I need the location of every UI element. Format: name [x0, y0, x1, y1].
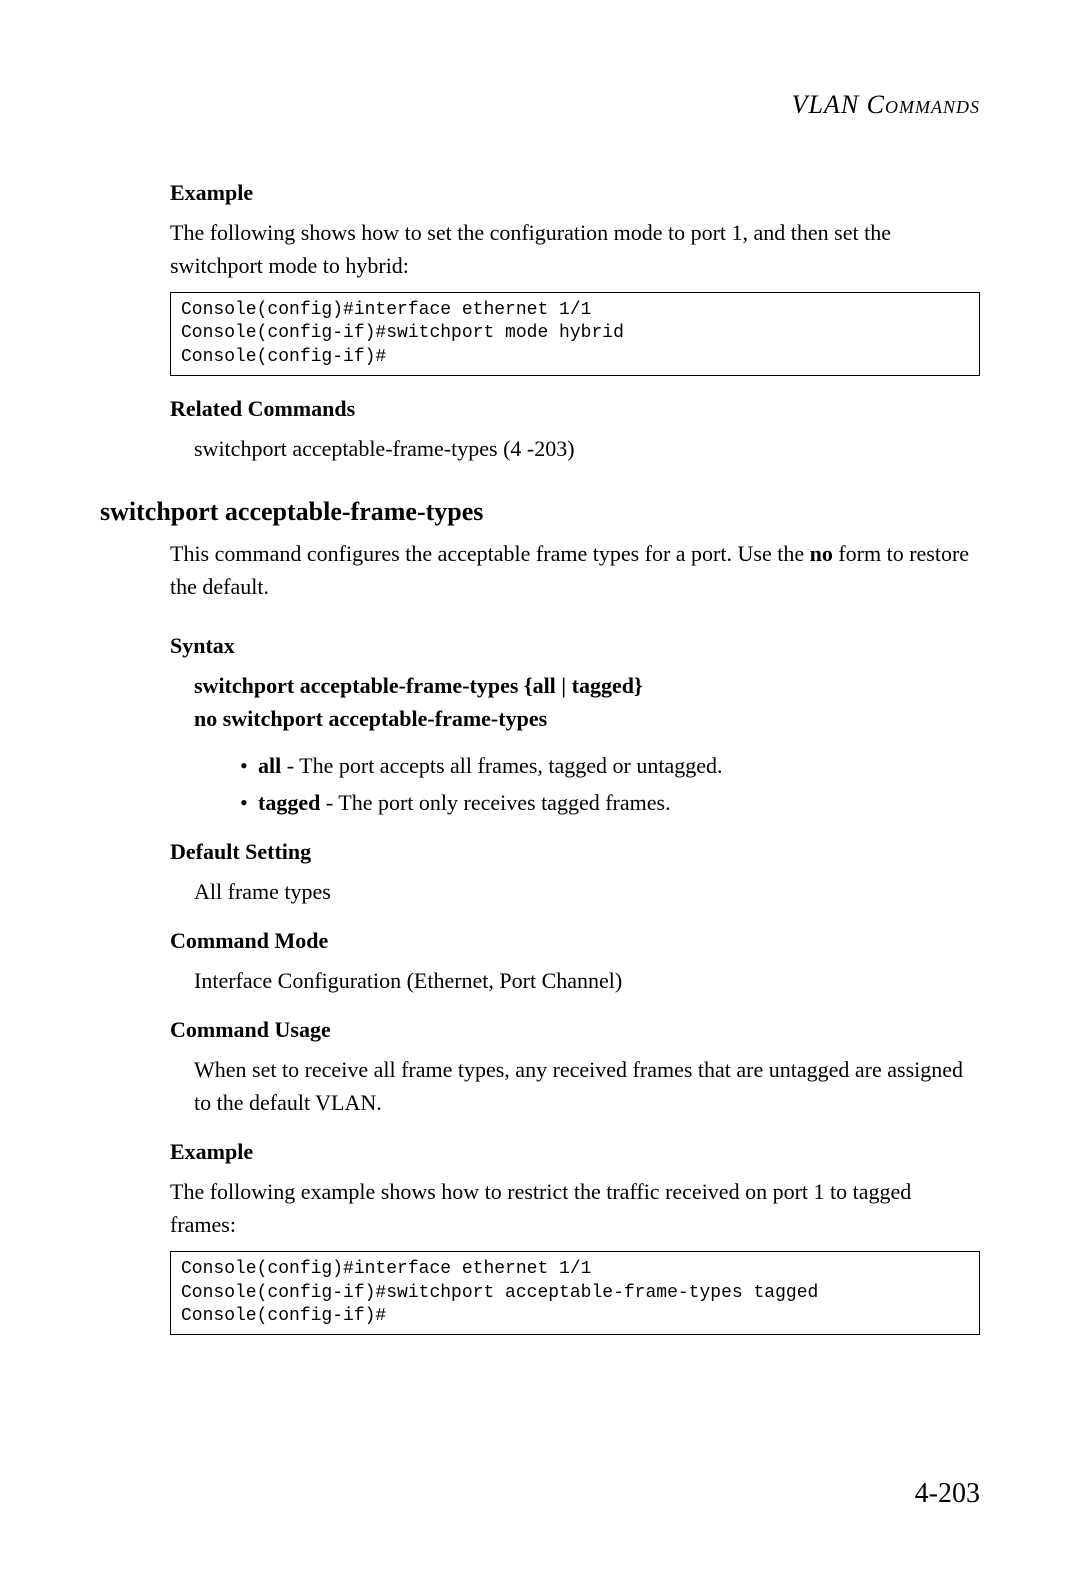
related-commands-heading: Related Commands	[170, 396, 980, 422]
command-title: switchport acceptable-frame-types	[100, 497, 980, 527]
main-content: Example The following shows how to set t…	[100, 180, 980, 1335]
bullet-1-bold: all	[258, 753, 281, 778]
bullet-2-bold: tagged	[258, 790, 320, 815]
bullet-item-1: all - The port accepts all frames, tagge…	[240, 749, 980, 782]
example-text-2: The following example shows how to restr…	[170, 1175, 980, 1241]
bullet-2-text: - The port only receives tagged frames.	[320, 790, 670, 815]
example-text-1: The following shows how to set the confi…	[170, 216, 980, 282]
command-mode-heading: Command Mode	[170, 928, 980, 954]
bullet-item-2: tagged - The port only receives tagged f…	[240, 786, 980, 819]
bullet-list: all - The port accepts all frames, tagge…	[170, 749, 980, 819]
desc-bold: no	[810, 541, 833, 566]
code-block-2: Console(config)#interface ethernet 1/1 C…	[170, 1251, 980, 1335]
bullet-1-text: - The port accepts all frames, tagged or…	[281, 753, 722, 778]
code-block-1: Console(config)#interface ethernet 1/1 C…	[170, 292, 980, 376]
command-usage-text: When set to receive all frame types, any…	[170, 1053, 980, 1119]
page-header: VLAN Commands	[100, 90, 980, 120]
syntax-line-2: no switchport acceptable-frame-types	[194, 702, 980, 735]
default-setting-text: All frame types	[170, 875, 980, 908]
syntax-block: switchport acceptable-frame-types {all |…	[170, 669, 980, 735]
related-commands-text: switchport acceptable-frame-types (4 -20…	[170, 432, 980, 465]
example-heading-2: Example	[170, 1139, 980, 1165]
command-description: This command configures the acceptable f…	[170, 537, 980, 603]
command-mode-text: Interface Configuration (Ethernet, Port …	[170, 964, 980, 997]
page-number: 4-203	[915, 1478, 980, 1510]
syntax-line-1: switchport acceptable-frame-types {all |…	[194, 669, 980, 702]
syntax-heading: Syntax	[170, 633, 980, 659]
command-usage-heading: Command Usage	[170, 1017, 980, 1043]
default-setting-heading: Default Setting	[170, 839, 980, 865]
example-heading-1: Example	[170, 180, 980, 206]
desc-pre: This command configures the acceptable f…	[170, 541, 810, 566]
